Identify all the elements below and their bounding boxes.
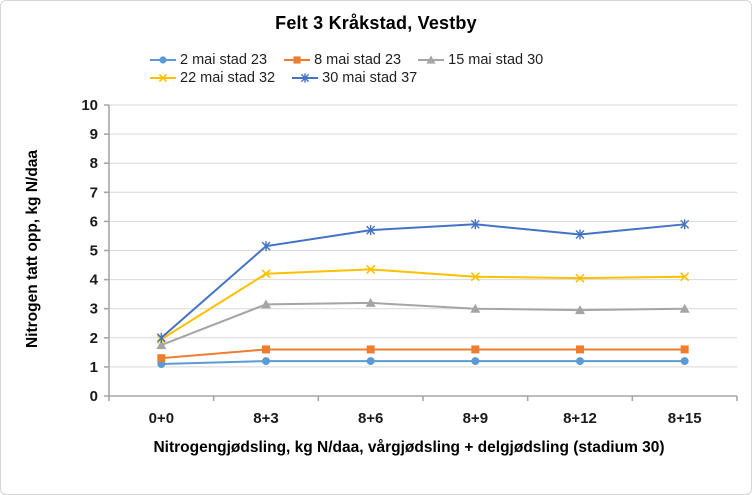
square-marker-icon bbox=[157, 354, 166, 363]
series-line bbox=[160, 223, 685, 339]
x-tick-label: 8+9 bbox=[463, 410, 488, 427]
legend-item: 30 mai stad 37 bbox=[291, 70, 417, 86]
y-tick-label: 10 bbox=[81, 97, 98, 114]
series-line bbox=[160, 268, 685, 341]
series-15-mai-stad-30 bbox=[156, 297, 690, 350]
circle-marker-icon bbox=[159, 56, 167, 64]
x-tick-label: 8+15 bbox=[668, 410, 702, 427]
square-marker-icon bbox=[366, 345, 375, 354]
asterisk-marker-icon bbox=[366, 225, 376, 236]
triangle-marker-icon bbox=[679, 303, 690, 313]
legend: 2 mai stad 23 8 mai stad 23 15 mai stad 30… bbox=[149, 52, 543, 86]
legend-item: 2 mai stad 23 bbox=[149, 52, 267, 68]
triangle-marker-icon bbox=[156, 340, 167, 350]
legend-key-icon bbox=[150, 73, 176, 83]
circle-marker-icon bbox=[262, 357, 270, 366]
asterisk-marker-icon bbox=[575, 229, 585, 240]
asterisk-marker-icon bbox=[301, 73, 310, 83]
y-tick-label: 4 bbox=[90, 272, 99, 289]
legend-row: 22 mai stad 32 30 mai stad 37 bbox=[149, 70, 543, 86]
legend-label: 8 mai stad 23 bbox=[314, 52, 402, 68]
square-marker-icon bbox=[471, 345, 480, 354]
y-tick-label: 6 bbox=[90, 213, 98, 230]
x-marker-icon bbox=[470, 272, 480, 282]
series-8-mai-stad-23 bbox=[157, 345, 689, 363]
x-marker-icon bbox=[261, 269, 271, 279]
x-marker-icon bbox=[158, 73, 168, 83]
triangle-marker-icon bbox=[261, 299, 271, 309]
square-marker-icon bbox=[680, 345, 689, 354]
asterisk-marker-icon bbox=[156, 332, 166, 343]
y-tick-label: 0 bbox=[90, 388, 98, 405]
y-tick-label: 1 bbox=[90, 359, 98, 376]
legend-key-icon bbox=[284, 56, 311, 64]
triangle-marker-icon bbox=[575, 305, 585, 315]
y-tick-label: 8 bbox=[90, 155, 98, 172]
asterisk-marker-icon bbox=[470, 219, 480, 230]
legend-item: 15 mai stad 30 bbox=[417, 52, 543, 68]
triangle-marker-icon bbox=[426, 55, 436, 64]
legend-label: 30 mai stad 37 bbox=[322, 70, 418, 86]
x-tick-label: 0+0 bbox=[149, 410, 174, 427]
legend-label: 22 mai stad 32 bbox=[180, 70, 276, 86]
legend-key-icon bbox=[150, 56, 176, 64]
triangle-marker-icon bbox=[470, 303, 481, 313]
square-marker-icon bbox=[576, 345, 584, 354]
y-tick-label: 2 bbox=[90, 330, 98, 347]
legend-label: 15 mai stad 30 bbox=[448, 52, 544, 68]
circle-marker-icon bbox=[576, 357, 584, 366]
legend-key-icon bbox=[418, 55, 445, 64]
circle-marker-icon bbox=[680, 357, 689, 366]
series-22-mai-stad-32 bbox=[156, 264, 690, 344]
x-marker-icon bbox=[575, 273, 585, 283]
x-marker-icon bbox=[366, 264, 376, 274]
series-line bbox=[160, 301, 685, 347]
series-30-mai-stad-37 bbox=[156, 219, 690, 343]
series-line bbox=[161, 348, 685, 360]
series-2-mai-stad-23 bbox=[157, 357, 689, 368]
legend-item: 22 mai stad 32 bbox=[149, 70, 275, 86]
series-line bbox=[161, 360, 685, 365]
x-tick-label: 8+12 bbox=[563, 410, 597, 427]
y-tick-label: 9 bbox=[90, 126, 98, 143]
chart-title: Felt 3 Kråkstad, Vestby bbox=[275, 13, 477, 33]
triangle-marker-icon bbox=[365, 297, 376, 307]
circle-marker-icon bbox=[471, 357, 480, 366]
y-tick-label: 3 bbox=[90, 301, 98, 318]
y-tick-label: 5 bbox=[90, 243, 98, 260]
x-marker-icon bbox=[680, 272, 690, 282]
x-tick-label: 8+3 bbox=[253, 410, 278, 427]
legend-label: 2 mai stad 23 bbox=[180, 52, 268, 68]
legend-item: 8 mai stad 23 bbox=[283, 52, 401, 68]
y-axis-title: Nitrogen tatt opp, kg N/daa bbox=[24, 149, 41, 349]
legend-row: 2 mai stad 23 8 mai stad 23 15 mai stad 30 bbox=[149, 52, 543, 68]
asterisk-marker-icon bbox=[261, 241, 271, 252]
y-tick-label: 7 bbox=[90, 184, 98, 201]
square-marker-icon bbox=[293, 56, 301, 64]
circle-marker-icon bbox=[366, 357, 375, 366]
x-tick-label: 8+6 bbox=[358, 410, 383, 427]
asterisk-marker-icon bbox=[680, 219, 690, 230]
square-marker-icon bbox=[262, 345, 270, 354]
x-axis-title: Nitrogengjødsling, kg N/daa, vårgjødslin… bbox=[153, 439, 665, 456]
legend-key-icon bbox=[292, 73, 319, 83]
